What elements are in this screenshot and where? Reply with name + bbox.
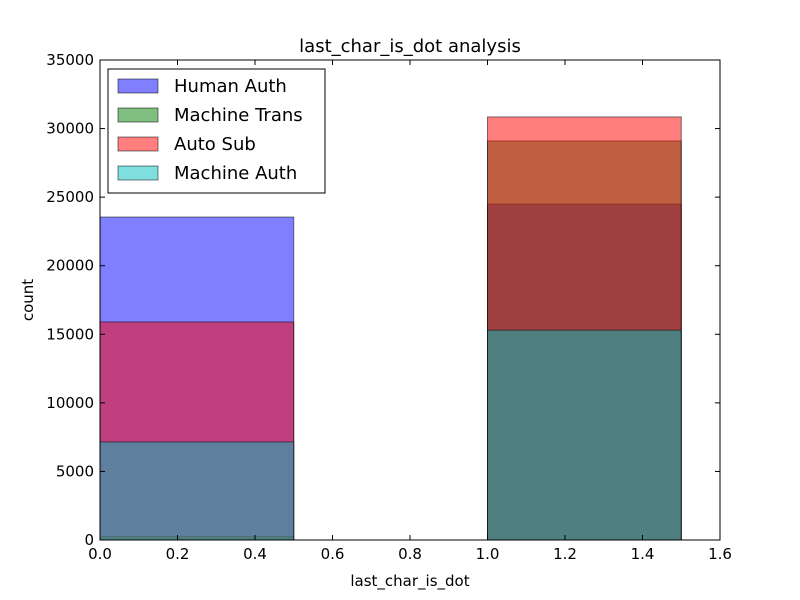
x-tick-label: 0.0 xyxy=(88,545,112,563)
x-tick-label: 1.4 xyxy=(631,545,655,563)
y-tick-label: 0 xyxy=(84,531,94,549)
chart-title: last_char_is_dot analysis xyxy=(299,36,521,57)
x-tick-label: 1.6 xyxy=(708,545,732,563)
x-tick-label: 0.6 xyxy=(321,545,345,563)
y-tick-label: 35000 xyxy=(46,51,94,69)
legend-swatch-machine-trans xyxy=(117,107,159,123)
x-tick-label: 0.4 xyxy=(243,545,267,563)
x-axis-label: last_char_is_dot xyxy=(350,572,469,591)
bars-group xyxy=(99,116,682,541)
legend-swatch-auto-sub xyxy=(117,136,159,152)
ticks-group: 0.0 0.2 0.4 0.6 0.8 1.0 1.2 1.4 1.6 0 5000 10000 150… xyxy=(46,51,732,563)
legend-label: Machine Auth xyxy=(174,163,297,184)
legend-swatch-machine-auth xyxy=(117,165,159,181)
y-tick-label: 10000 xyxy=(46,394,94,412)
bar-machine-auth-1 xyxy=(487,329,682,541)
legend: Human Auth Machine Trans Auto Sub Machine A… xyxy=(107,68,326,194)
bar-machine-auth-0 xyxy=(99,441,295,541)
legend-label: Machine Trans xyxy=(174,105,303,126)
x-tick-label: 1.2 xyxy=(553,545,577,563)
y-tick-label: 20000 xyxy=(46,257,94,275)
legend-label: Human Auth xyxy=(174,76,287,97)
y-tick-label: 5000 xyxy=(56,462,94,480)
x-tick-label: 0.8 xyxy=(398,545,422,563)
y-axis-label: count xyxy=(19,279,37,321)
y-tick-label: 15000 xyxy=(46,325,94,343)
x-tick-label: 0.2 xyxy=(166,545,190,563)
legend-swatch-human-auth xyxy=(117,78,159,94)
legend-label: Auto Sub xyxy=(174,134,256,155)
y-tick-label: 30000 xyxy=(46,120,94,138)
y-tick-label: 25000 xyxy=(46,188,94,206)
x-tick-label: 1.0 xyxy=(476,545,500,563)
